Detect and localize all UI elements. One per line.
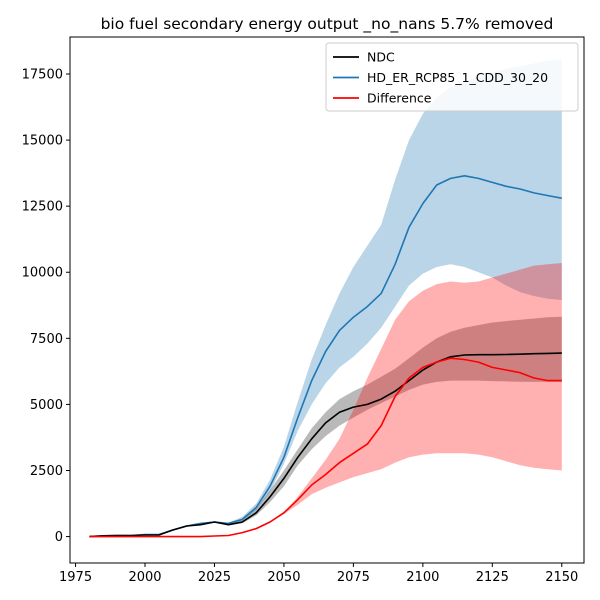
series-line-2: [89, 357, 562, 538]
x-tick-label: 2125: [476, 570, 509, 585]
plot-area-frame: [69, 36, 585, 564]
band-0: [89, 316, 562, 537]
x-tick-label: 2050: [267, 570, 300, 585]
series-line-0: [89, 352, 562, 538]
y-tick-label: 15000: [22, 134, 63, 149]
x-axis-ticks: 1975 2000 2025 2050 2075 2100 2125 2150: [59, 563, 578, 585]
chart-title: bio fuel secondary energy output _no_nan…: [101, 15, 554, 34]
band-1: [89, 59, 562, 537]
legend: NDC HD_ER_RCP85_1_CDD_30_20 Difference: [325, 42, 579, 112]
x-tick-label: 2000: [128, 570, 161, 585]
legend-label: NDC: [367, 50, 395, 65]
legend-box: [325, 42, 579, 112]
x-tick-label: 2150: [545, 570, 578, 585]
legend-label: Difference: [367, 91, 432, 106]
series-lines: [89, 175, 562, 538]
y-tick-label: 0: [55, 530, 63, 545]
y-tick-label: 7500: [30, 332, 63, 347]
x-tick-label: 2075: [337, 570, 370, 585]
confidence-bands: [89, 59, 562, 537]
band-2: [89, 263, 562, 537]
y-tick-label: 5000: [30, 398, 63, 413]
y-tick-label: 2500: [30, 464, 63, 479]
legend-label: HD_ER_RCP85_1_CDD_30_20: [367, 70, 548, 85]
y-tick-label: 10000: [22, 266, 63, 281]
x-tick-label: 1975: [59, 570, 92, 585]
x-tick-label: 2100: [406, 570, 439, 585]
y-tick-label: 17500: [22, 68, 63, 83]
x-tick-label: 2025: [198, 570, 231, 585]
y-tick-label: 12500: [22, 200, 63, 215]
y-axis-ticks: 0 2500 5000 7500 10000 12500 15000 17500: [22, 68, 70, 545]
